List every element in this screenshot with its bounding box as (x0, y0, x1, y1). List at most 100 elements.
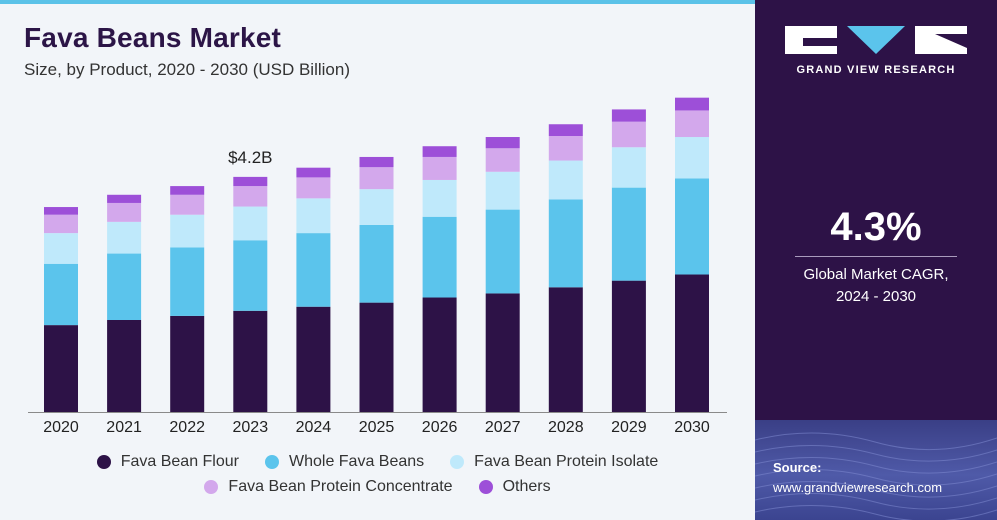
bar-segment-2026-series-2 (422, 179, 457, 217)
legend-swatch (264, 455, 279, 469)
bar-segment-2025-series-0 (359, 302, 394, 412)
side-panel: GRAND VIEW RESEARCH 4.3% Global Market C… (755, 0, 997, 520)
legend-label: Fava Bean Protein Isolate (474, 453, 659, 470)
bar-segment-2025-series-4 (359, 156, 394, 168)
bar-segment-2023-series-2 (233, 206, 268, 241)
bar-segment-2020-series-4 (44, 207, 78, 215)
legend-label: Fava Bean Flour (120, 453, 239, 470)
bar-segment-2025-series-1 (359, 224, 394, 303)
legend-swatch (478, 480, 493, 494)
bar-segment-2024-series-1 (296, 233, 331, 307)
x-tick-label: 2023 (233, 419, 269, 436)
bar-segment-2022-series-2 (170, 214, 205, 248)
bar-segment-2029-series-2 (611, 147, 646, 188)
bar-segment-2028-series-1 (548, 199, 583, 288)
bar-segment-2020-series-1 (44, 263, 78, 326)
bar-segment-2022-series-0 (170, 315, 205, 412)
bar-segment-2028-series-4 (548, 124, 583, 136)
bar-segment-2030-series-3 (675, 110, 709, 138)
bar-segment-2021-series-3 (107, 202, 142, 222)
chart-subtitle: Size, by Product, 2020 - 2030 (USD Billi… (24, 60, 350, 79)
bar-segment-2029-series-0 (611, 280, 646, 412)
bar-segment-2024-series-2 (296, 198, 331, 234)
brand-name: GRAND VIEW RESEARCH (796, 64, 956, 76)
bar-segment-2028-series-2 (548, 160, 583, 200)
bar-segment-2023-series-1 (233, 240, 268, 311)
bar-segment-2020-series-3 (44, 214, 78, 234)
top-accent-bar (0, 0, 755, 4)
wave-lines-graphic (755, 432, 997, 520)
bar-segment-2022-series-1 (170, 247, 205, 316)
legend-label: Fava Bean Protein Concentrate (228, 478, 453, 495)
bar-segment-2030-series-4 (675, 97, 709, 111)
legend-item-fava-bean-protein-isolate: Fava Bean Protein Isolate (450, 453, 658, 471)
legend-row-2: Fava Bean Protein Concentrate Others (0, 478, 755, 496)
legend-label: Whole Fava Beans (288, 453, 425, 470)
grand-view-research-logo (785, 26, 967, 54)
bar-segment-2029-series-1 (611, 187, 646, 281)
bar-segment-2023-series-3 (233, 186, 268, 207)
x-tick-label: 2028 (548, 419, 584, 436)
bar-segment-2026-series-4 (422, 146, 457, 157)
legend-item-fava-bean-protein-concentrate: Fava Bean Protein Concentrate (204, 478, 453, 496)
bar-segment-2030-series-1 (675, 178, 709, 275)
bar-segment-2020-series-2 (44, 233, 78, 264)
bar-segment-2027-series-3 (485, 148, 520, 172)
bar-segment-2021-series-4 (107, 194, 142, 203)
x-tick-label: 2029 (611, 419, 647, 436)
legend-item-fava-bean-flour: Fava Bean Flour (96, 453, 239, 471)
bar-segment-2027-series-2 (485, 171, 520, 210)
legend-item-others: Others (478, 478, 551, 496)
bar-segment-2024-series-0 (296, 306, 331, 412)
cagr-value: 4.3% (830, 205, 922, 249)
bar-segment-2027-series-1 (485, 209, 520, 294)
bar-segment-2025-series-3 (359, 167, 394, 190)
bar-segment-2028-series-3 (548, 136, 583, 161)
cagr-label-line-2: 2024 - 2030 (835, 288, 917, 305)
legend-item-whole-fava-beans: Whole Fava Beans (264, 453, 425, 471)
stacked-bar-chart: 2020 2021 2022 2023 $4.2B 2024 2025 2026 2027 202… (28, 97, 727, 436)
bar-segment-2020-series-0 (44, 325, 78, 412)
bar-segment-2029-series-4 (611, 109, 646, 122)
bar-annotation-label: $4.2B (228, 148, 272, 167)
bar-segment-2027-series-0 (485, 293, 520, 412)
bar-segment-2026-series-1 (422, 216, 457, 298)
bar-segment-2029-series-3 (611, 121, 646, 148)
x-tick-label: 2030 (674, 419, 710, 436)
source-label: Source: (773, 460, 822, 475)
bar-segment-2030-series-0 (675, 274, 709, 412)
bar-segment-2027-series-4 (485, 137, 520, 149)
legend-row-1: Fava Bean Flour Whole Fava Beans Fava Be… (0, 453, 755, 471)
legend-swatch (450, 455, 465, 469)
cagr-divider (795, 256, 957, 257)
x-tick-label: 2021 (106, 419, 142, 436)
legend-swatch (96, 455, 111, 469)
cagr-label: Global Market CAGR, 2024 - 2030 (755, 264, 997, 308)
x-tick-label: 2020 (43, 419, 79, 436)
bar-segment-2021-series-1 (107, 253, 142, 320)
x-tick-label: 2025 (359, 419, 395, 436)
bar-segment-2021-series-2 (107, 221, 142, 254)
x-tick-label: 2022 (169, 419, 205, 436)
x-tick-label: 2024 (296, 419, 332, 436)
x-tick-label: 2026 (422, 419, 458, 436)
bar-segment-2026-series-0 (422, 297, 457, 412)
chart-title: Fava Beans Market (24, 22, 282, 53)
bar-segment-2026-series-3 (422, 156, 457, 180)
bar-segment-2022-series-4 (170, 186, 205, 195)
legend-label: Others (502, 478, 551, 495)
side-bottom-graphic (755, 420, 997, 520)
bar-segment-2025-series-2 (359, 189, 394, 225)
bar-segment-2024-series-4 (296, 167, 331, 178)
bar-segment-2023-series-0 (233, 310, 268, 412)
bar-segment-2022-series-3 (170, 194, 205, 215)
bar-segment-2028-series-0 (548, 287, 583, 412)
bar-segment-2021-series-0 (107, 320, 142, 412)
legend-swatch (204, 480, 219, 494)
source-url-link[interactable]: www.grandviewresearch.com (773, 480, 943, 495)
x-tick-label: 2027 (485, 419, 521, 436)
bar-segment-2023-series-4 (233, 176, 268, 187)
bar-segment-2030-series-2 (675, 137, 709, 179)
bar-segment-2024-series-3 (296, 177, 331, 199)
cagr-label-line-1: Global Market CAGR, (803, 266, 949, 283)
